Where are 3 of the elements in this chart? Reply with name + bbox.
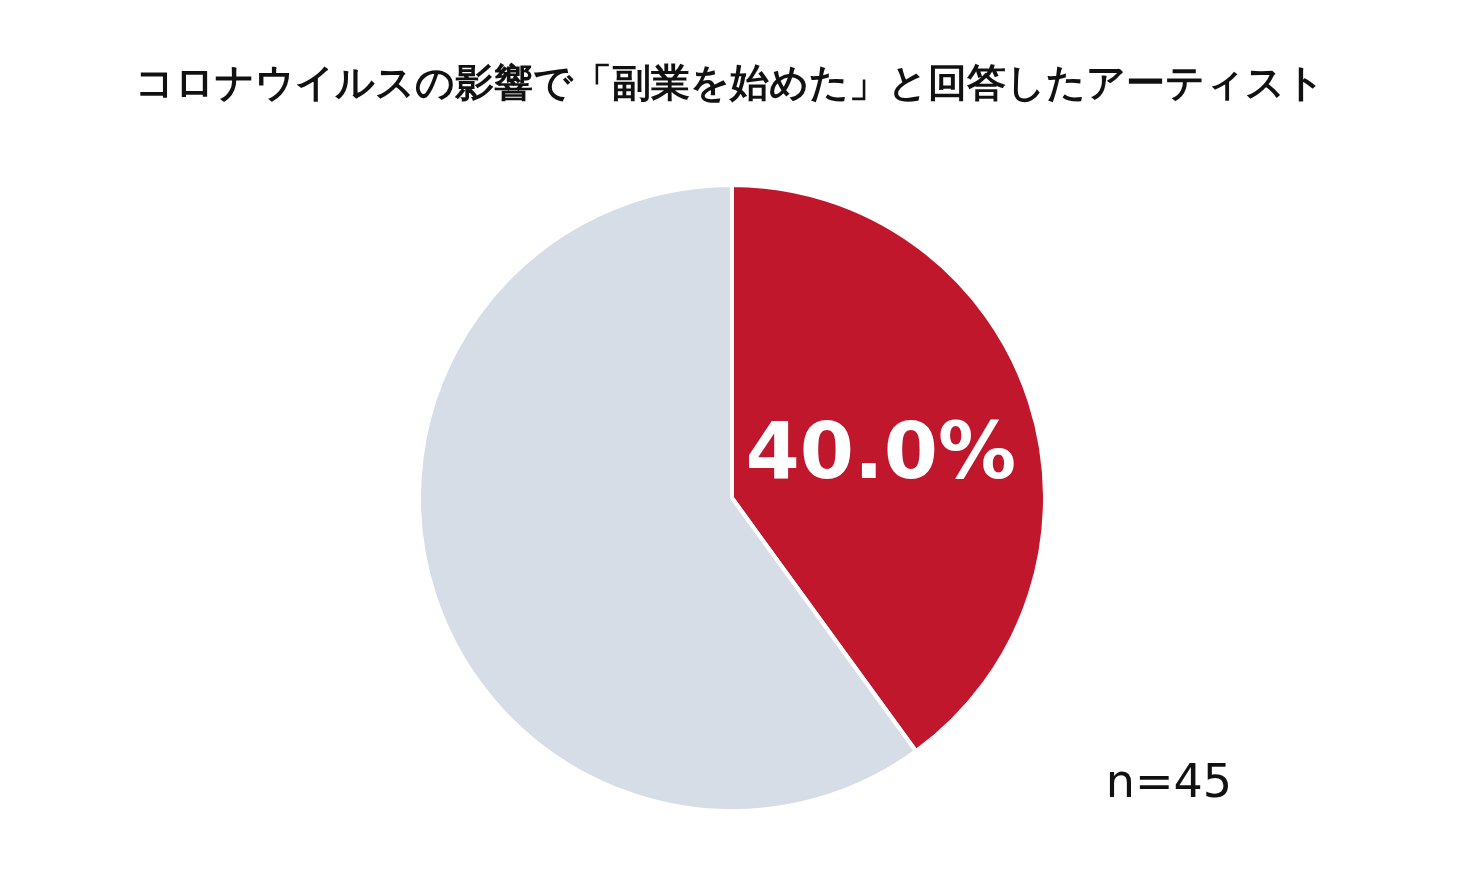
data-label: 40.0% — [745, 405, 1017, 496]
text: n=45 — [1105, 754, 1232, 808]
chart-title: コロナウイルスの影響で「副業を始めた」と回答したアーティスト — [135, 60, 1325, 105]
